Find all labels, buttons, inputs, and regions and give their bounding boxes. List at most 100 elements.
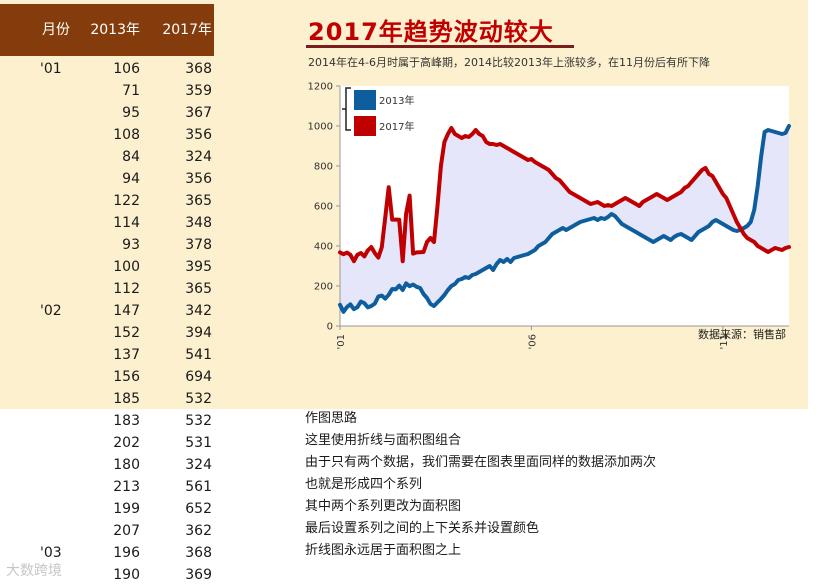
cell-2013: 185 <box>113 391 140 407</box>
y-tick-label: 800 <box>314 162 333 173</box>
legend-label-2017: 2017年 <box>379 120 414 133</box>
area-between-series <box>340 126 789 312</box>
table-row: 114 348 <box>0 212 214 234</box>
note-line: 其中两个系列更改为面积图 <box>305 499 462 514</box>
chart-title: 2017年趋势波动较大 <box>308 18 554 46</box>
cell-2017: 368 <box>185 61 212 77</box>
cell-2017: 369 <box>185 567 212 583</box>
cell-2017: 359 <box>185 83 212 99</box>
watermark: 大数跨境 <box>6 563 62 579</box>
cell-2017: 365 <box>185 193 212 209</box>
note-line: 也就是形成四个系列 <box>305 477 423 492</box>
table-row: 207 362 <box>0 520 214 542</box>
note-line: 由于只有两个数据，我们需要在图表里面同样的数据添加两次 <box>305 455 657 470</box>
x-tick-label: '11 <box>719 334 730 349</box>
cell-2017: 378 <box>185 237 212 253</box>
table-row: 180 324 <box>0 454 214 476</box>
cell-2013: 202 <box>113 435 140 451</box>
legend-swatch-2017 <box>354 116 376 136</box>
cell-2013: 122 <box>113 193 140 209</box>
cell-2017: 541 <box>185 347 212 363</box>
cell-2017: 324 <box>185 457 212 473</box>
line-area-chart: 0 200 400 600 800 1000 1200 '01 '06 '11 2013年 2017年… <box>308 82 791 349</box>
series-line-2013 <box>338 124 791 314</box>
cell-2013: 190 <box>113 567 140 583</box>
table-row: 71 359 <box>0 80 214 102</box>
cell-2013: 114 <box>113 215 140 231</box>
series-line-2017 <box>338 126 791 264</box>
cell-2017: 365 <box>185 281 212 297</box>
cell-2017: 395 <box>185 259 212 275</box>
source-label: 数据来源：销售部 <box>698 327 786 341</box>
cell-2017: 356 <box>185 127 212 143</box>
cell-2017: 324 <box>185 149 212 165</box>
note-line: 折线图永远居于面积图之上 <box>305 543 462 558</box>
cell-2017: 532 <box>185 413 212 429</box>
table-header-bar <box>0 4 214 56</box>
cell-2017: 694 <box>185 369 212 385</box>
cell-2013: 94 <box>122 171 140 187</box>
cell-2013: 213 <box>113 479 140 495</box>
title-underline <box>306 45 574 48</box>
y-tick-label: 1200 <box>308 82 333 93</box>
cell-2013: 180 <box>113 457 140 473</box>
cell-2017: 561 <box>185 479 212 495</box>
table-row: 183 532 <box>0 410 214 432</box>
x-tick-label: '01 <box>336 334 347 349</box>
table-row: '03 196 368 <box>0 542 214 564</box>
cell-2017: 367 <box>185 105 212 121</box>
cell-2013: 183 <box>113 413 140 429</box>
legend-label-2013: 2013年 <box>379 94 414 107</box>
cell-2013: 112 <box>113 281 140 297</box>
cell-2013: 71 <box>122 83 140 99</box>
cell-2017: 652 <box>185 501 212 517</box>
table-row: 213 561 <box>0 476 214 498</box>
table-row: 156 694 <box>0 366 214 388</box>
table-row: 137 541 <box>0 344 214 366</box>
cell-2017: 342 <box>185 303 212 319</box>
y-tick-label: 400 <box>314 242 333 253</box>
cell-2017: 362 <box>185 523 212 539</box>
table-row: '01 106 368 <box>0 58 214 80</box>
x-tick-label: '06 <box>527 334 538 349</box>
cell-2017: 356 <box>185 171 212 187</box>
cell-month: '03 <box>40 545 62 561</box>
table-row: '02 147 342 <box>0 300 214 322</box>
table-row: 190 369 <box>0 564 214 586</box>
y-tick-label: 200 <box>314 282 333 293</box>
note-line: 这里使用折线与面积图组合 <box>305 433 462 448</box>
cell-2017: 394 <box>185 325 212 341</box>
table-row: 112 365 <box>0 278 214 300</box>
cell-2013: 207 <box>113 523 140 539</box>
cell-2013: 156 <box>113 369 140 385</box>
table-row: 185 532 <box>0 388 214 410</box>
cell-2013: 100 <box>113 259 140 275</box>
note-line: 最后设置系列之间的上下关系并设置颜色 <box>305 521 540 536</box>
cell-2013: 84 <box>122 149 140 165</box>
legend-swatch-2013 <box>354 90 376 110</box>
table-row: 84 324 <box>0 146 214 168</box>
cell-2013: 93 <box>122 237 140 253</box>
table-row: 199 652 <box>0 498 214 520</box>
legend-bracket <box>342 87 351 131</box>
cell-2017: 348 <box>185 215 212 231</box>
header-month: 月份 <box>42 22 70 38</box>
data-table: '01 106 368 71 359 95 367 108 356 84 324 94 356 122 36… <box>0 58 214 586</box>
cell-2013: 147 <box>113 303 140 319</box>
table-row: 94 356 <box>0 168 214 190</box>
y-tick-label: 0 <box>327 322 333 333</box>
table-row: 152 394 <box>0 322 214 344</box>
cell-2013: 95 <box>122 105 140 121</box>
cell-2013: 137 <box>113 347 140 363</box>
table-row: 100 395 <box>0 256 214 278</box>
cell-2013: 106 <box>113 61 140 77</box>
table-row: 122 365 <box>0 190 214 212</box>
cell-2017: 531 <box>185 435 212 451</box>
header-2013: 2013年 <box>90 22 140 38</box>
notes-list: 作图思路这里使用折线与面积图组合由于只有两个数据，我们需要在图表里面同样的数据添… <box>305 408 805 562</box>
cell-2013: 152 <box>113 325 140 341</box>
note-line: 作图思路 <box>305 411 358 426</box>
cell-2013: 108 <box>113 127 140 143</box>
table-row: 202 531 <box>0 432 214 454</box>
cell-month: '01 <box>40 61 62 77</box>
